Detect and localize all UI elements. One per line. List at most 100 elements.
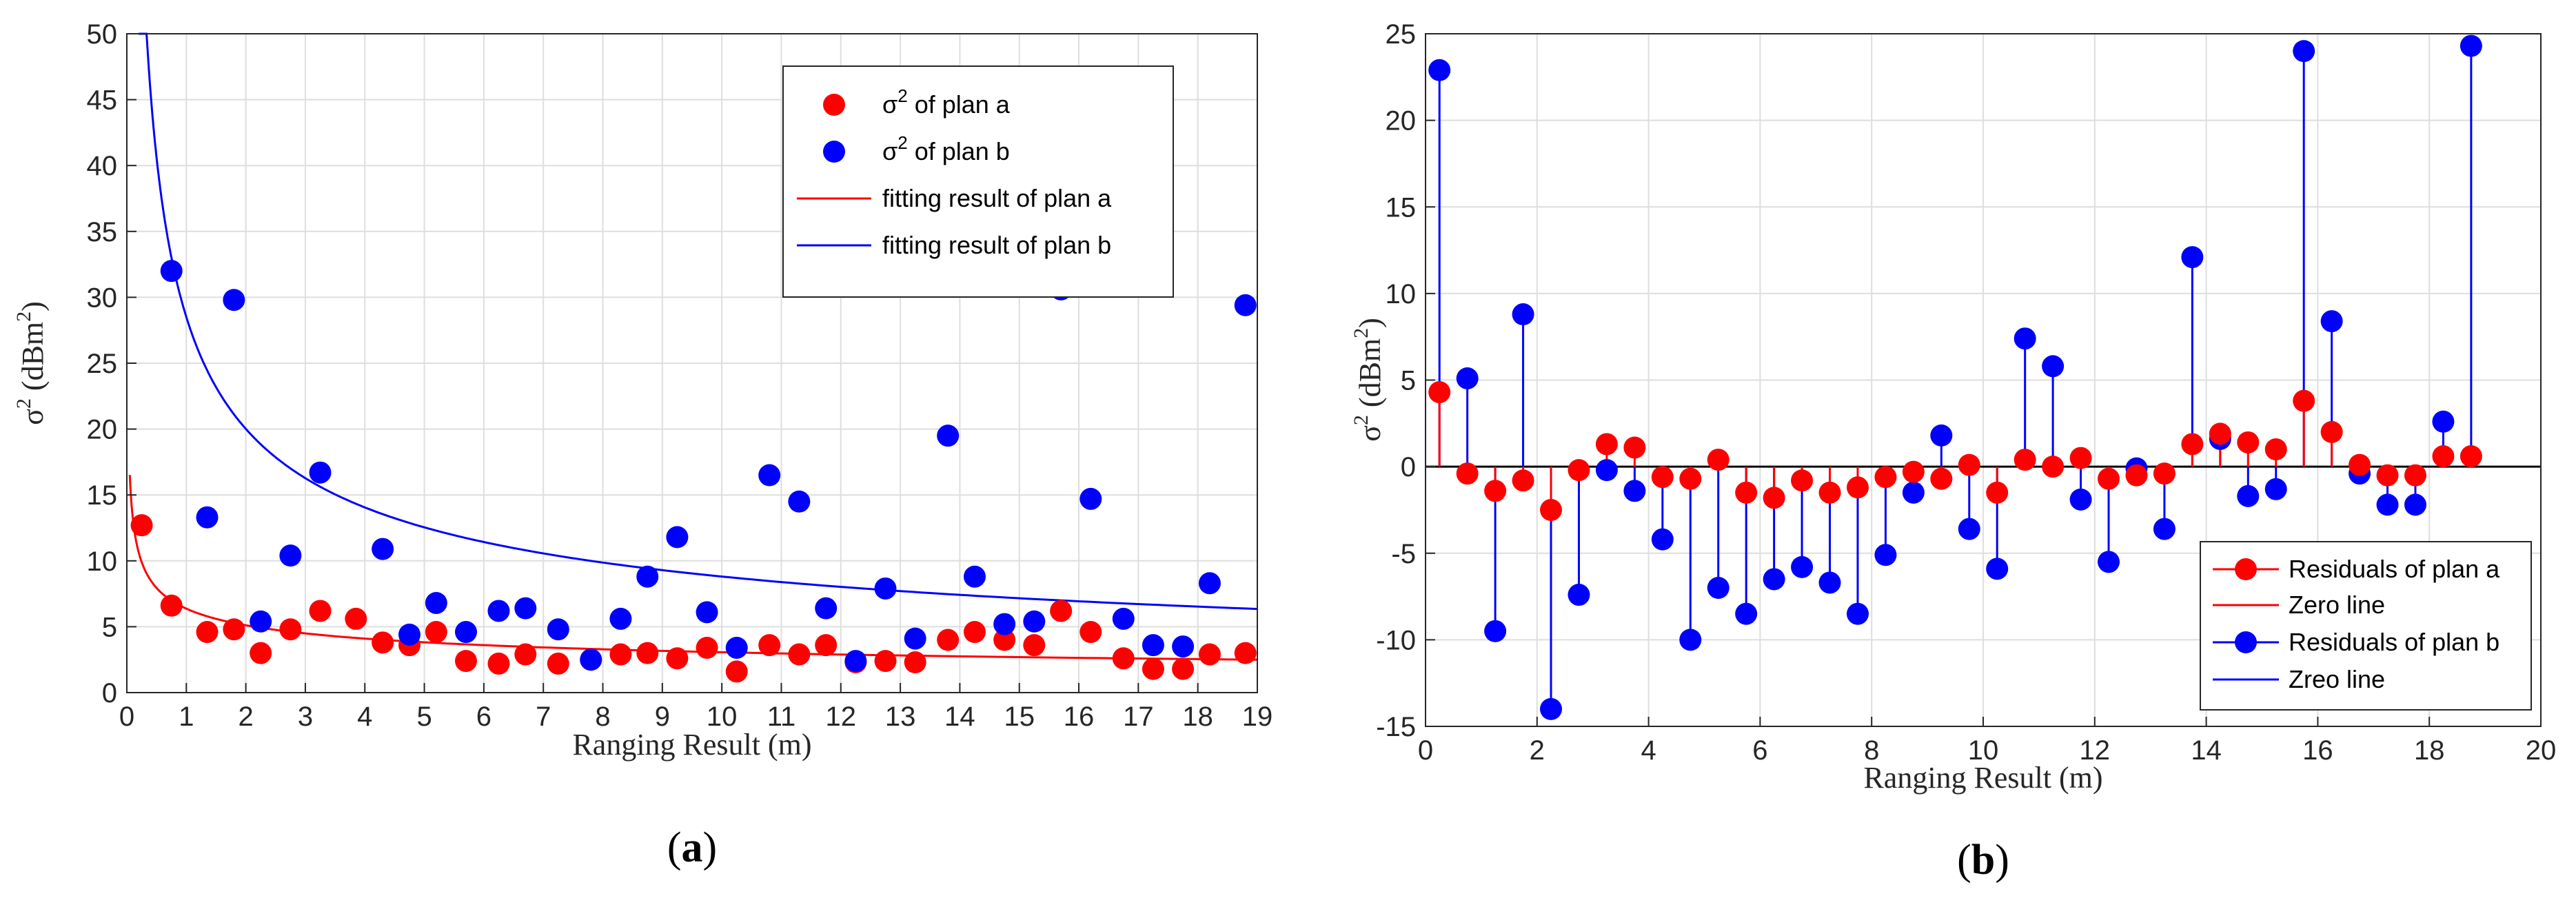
point-plan-b (1234, 294, 1257, 316)
x-tick-label: 6 (476, 702, 491, 732)
residual-point-plan-b (1986, 558, 2009, 580)
fit-line-plan-b (139, 32, 1258, 611)
point-plan-a (1112, 647, 1135, 670)
residual-point-plan-b (2069, 488, 2092, 511)
point-plan-a (345, 607, 367, 630)
point-plan-b (196, 506, 219, 529)
x-ticks-b: 0 2 4 6 8 10 12 14 16 18 20 (1418, 717, 2556, 766)
y-tick-label: 0 (1401, 452, 1416, 482)
point-plan-b (1023, 610, 1046, 633)
y-tick-label: 15 (87, 480, 118, 511)
x-axis-label-a: Ranging Result (m) (572, 728, 811, 762)
point-plan-a (514, 643, 537, 666)
residual-point-plan-a (1958, 453, 1980, 476)
point-plan-a (1050, 600, 1073, 622)
x-ticks-a: 0 1 2 3 4 5 6 7 8 9 10 11 12 13 14 15 16 17 18 19 (119, 683, 1272, 732)
point-plan-a (1023, 634, 1046, 657)
residual-point-plan-b (2404, 493, 2426, 516)
point-plan-b (223, 289, 245, 311)
x-tick-label: 12 (826, 702, 857, 732)
point-plan-b (372, 538, 394, 560)
residual-point-plan-a (1986, 481, 2009, 504)
point-plan-b (937, 425, 960, 447)
y-tick-label: 10 (87, 547, 118, 577)
residual-point-plan-a (2460, 445, 2482, 468)
legend-a: σ2 of plan a σ2 of plan b fitting result… (782, 65, 1174, 298)
y-axis-label-a: σ2 (dBm2) (12, 301, 50, 425)
y-tick-label: -15 (1376, 712, 1416, 742)
legend-marker-plan-a (823, 94, 845, 116)
legend-marker-plan-b (823, 141, 845, 163)
point-plan-a (1142, 657, 1164, 680)
residual-point-plan-a (1512, 469, 1534, 492)
x-tick-label: 18 (1182, 702, 1213, 732)
point-plan-a (1234, 642, 1257, 664)
residual-point-plan-a (1846, 476, 1869, 499)
x-tick-label: 6 (1752, 735, 1767, 766)
residual-point-plan-b (2432, 410, 2455, 433)
residual-point-plan-a (1791, 469, 1814, 492)
residual-point-plan-b (2376, 493, 2399, 516)
residual-point-plan-b (1958, 518, 1980, 540)
point-plan-b (844, 650, 867, 673)
point-plan-a (904, 651, 926, 674)
point-plan-b (1142, 634, 1164, 657)
point-plan-a (223, 618, 245, 641)
residual-point-plan-b (1595, 459, 1618, 482)
residual-point-plan-b (2181, 246, 2204, 269)
residual-point-plan-a (1763, 487, 1785, 509)
residual-point-plan-a (1679, 467, 1702, 490)
y-tick-label: 40 (87, 151, 118, 181)
x-tick-label: 16 (1064, 702, 1095, 732)
point-plan-b (160, 260, 183, 283)
residual-point-plan-a (2293, 389, 2315, 412)
y-tick-label: 45 (87, 85, 118, 116)
point-plan-b (993, 613, 1016, 635)
legend-label-plan-a: σ2 of plan a (882, 85, 1011, 119)
y-tick-label: -10 (1376, 625, 1416, 655)
legend-label-fit-b: fitting result of plan b (882, 231, 1111, 259)
residual-point-plan-b (2460, 34, 2482, 57)
x-tick-label: 17 (1123, 702, 1154, 732)
y-axis-label-b: σ2 (dBm2) (1350, 318, 1387, 442)
legend-label-fit-a: fitting result of plan a (882, 184, 1112, 212)
point-plan-a (425, 621, 447, 644)
y-tick-label: 30 (87, 283, 118, 313)
y-tick-label: 25 (1386, 19, 1417, 50)
point-plan-b (455, 621, 477, 644)
point-plan-b (609, 607, 632, 630)
residual-point-plan-a (2320, 420, 2343, 443)
x-tick-label: 4 (1641, 735, 1656, 766)
residual-point-plan-a (1540, 498, 1563, 521)
residual-point-plan-a (2125, 464, 2148, 487)
panel-a: 0 1 2 3 4 5 6 7 8 9 10 11 12 13 14 15 16 17 18 19 051015202… (12, 19, 1272, 871)
x-tick-label: 19 (1242, 702, 1273, 732)
residual-point-plan-a (2153, 462, 2176, 485)
x-tick-label: 8 (595, 702, 610, 732)
y-tick-label: 15 (1386, 192, 1417, 223)
point-plan-a (874, 650, 897, 673)
x-tick-label: 10 (1968, 735, 1999, 766)
residual-point-plan-a (1818, 481, 1841, 504)
point-plan-a (160, 594, 183, 617)
point-plan-b (788, 490, 811, 513)
residual-point-plan-b (2014, 327, 2036, 350)
point-plan-a (1079, 621, 1102, 644)
residual-point-plan-a (2264, 438, 2287, 460)
x-tick-label: 11 (767, 702, 796, 732)
residual-point-plan-a (1595, 433, 1618, 456)
residual-point-plan-b (1512, 303, 1534, 326)
point-plan-a (547, 652, 569, 675)
residual-point-plan-b (1763, 568, 1785, 591)
x-tick-label: 12 (2080, 735, 2111, 766)
x-axis-label-b: Ranging Result (m) (1863, 761, 2102, 795)
residual-point-plan-a (2404, 464, 2426, 487)
point-plan-b (964, 565, 986, 588)
y-tick-label: 0 (102, 678, 117, 708)
point-plan-a (758, 634, 781, 657)
residual-point-plan-a (1428, 381, 1451, 404)
caption-a: (a) (667, 824, 717, 871)
point-plan-a (250, 642, 272, 664)
point-plan-b (250, 610, 272, 633)
